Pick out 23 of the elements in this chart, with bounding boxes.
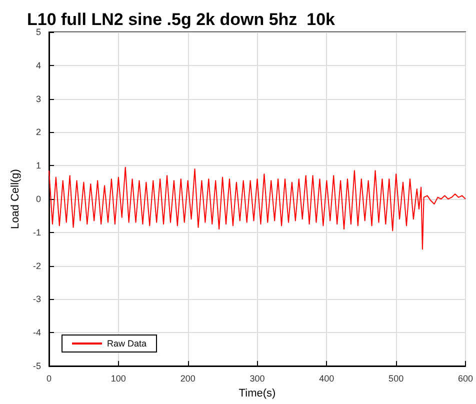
y-tick-label: -1 (32, 227, 41, 238)
y-tick-label: 4 (36, 60, 41, 70)
y-tick-label: -3 (32, 294, 41, 304)
x-tick-label: 200 (180, 374, 196, 384)
x-tick-label: 400 (319, 374, 334, 384)
y-tick-label: 5 (36, 27, 41, 37)
x-tick-label: 500 (388, 374, 404, 384)
x-axis-title: Time(s) (238, 388, 276, 400)
legend-label: Raw Data (107, 338, 147, 348)
y-tick-label: -2 (32, 260, 41, 271)
chart-title: L10 full LN2 sine .5g 2k down 5hz 10k (27, 10, 336, 29)
line-series (48, 166, 466, 250)
y-tick-label: 3 (36, 94, 41, 104)
x-tick-label: 600 (458, 374, 474, 384)
y-tick-label: 1 (36, 160, 41, 171)
x-tick-label: 100 (110, 374, 126, 384)
x-tick-label: 0 (46, 374, 52, 384)
y-tick-label: -5 (32, 361, 41, 371)
y-tick-label: 2 (36, 127, 41, 138)
y-axis-title: Load Cell(g) (10, 169, 22, 229)
x-tick-label: 300 (250, 374, 265, 384)
y-tick-label: -4 (32, 328, 41, 338)
y-tick-label: 0 (36, 194, 41, 204)
